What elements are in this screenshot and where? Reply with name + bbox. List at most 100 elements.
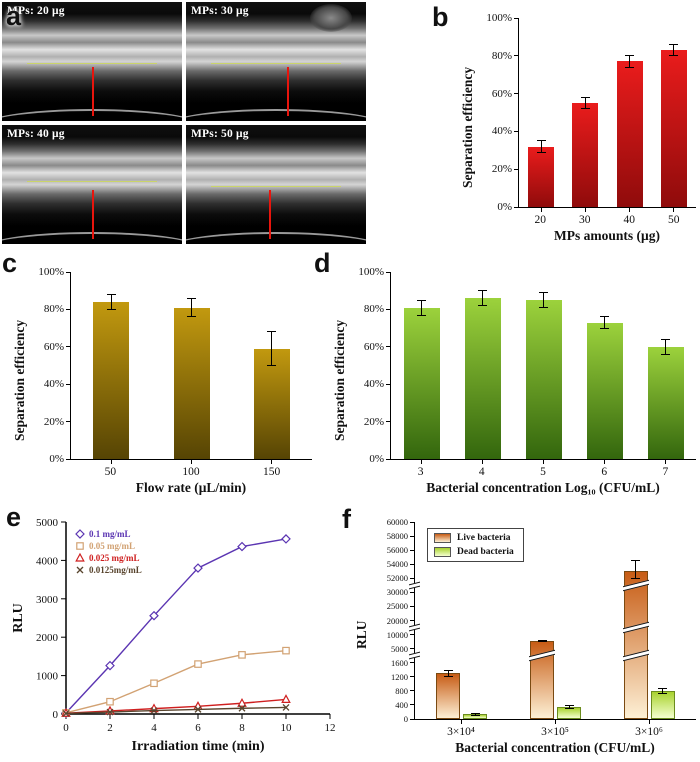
x-tick-mark xyxy=(673,207,675,212)
y-tick-mark xyxy=(410,591,415,593)
plot-area: 0% 20% 40% 60% 80% 100% xyxy=(358,266,696,465)
x-tick-label: 3×10⁶ xyxy=(635,726,663,738)
y-axis-title: RLU xyxy=(354,620,369,650)
chart-main: 0% 20% 40% 60% 80% 100% 20 30 40 50 MPs amounts (μ… xyxy=(478,8,696,246)
series-line xyxy=(65,649,287,714)
marker-x xyxy=(282,704,290,711)
y-tick-label: 40% xyxy=(491,125,512,138)
y-tick-mark xyxy=(410,620,415,621)
error-cap xyxy=(658,687,668,689)
y-axis-title: Separation efficiency xyxy=(12,319,27,441)
error-bar xyxy=(474,713,476,716)
error-cap xyxy=(661,353,670,355)
x-tick-label: 7 xyxy=(662,466,669,478)
y-tick-mark xyxy=(410,577,415,579)
marker-x xyxy=(62,709,70,717)
marker-triangle xyxy=(237,697,247,707)
marker-diamond xyxy=(193,563,203,573)
error-cap xyxy=(417,314,426,316)
y-tick-label: 100% xyxy=(38,266,64,278)
marker-square xyxy=(106,697,114,706)
error-bar xyxy=(604,316,605,329)
error-cap xyxy=(470,715,480,717)
x-tick-label: 8 xyxy=(239,722,245,734)
y-axis-title: RLU xyxy=(11,603,26,633)
micrograph-mps-40: MPs: 40 μg xyxy=(2,125,182,244)
y-tick-label: 30000 xyxy=(386,587,408,598)
y-tick-label: 0 xyxy=(53,709,59,721)
y-axis-title: Separation efficiency xyxy=(460,66,475,188)
marker-x xyxy=(238,704,246,712)
y-tick-mark xyxy=(410,662,415,664)
axis-break-mark xyxy=(409,623,420,632)
y-tick-label: 5000 xyxy=(391,643,408,654)
y-tick-label: 100% xyxy=(358,266,384,278)
legend-label: Live bacteria xyxy=(457,533,511,543)
c-bar-chart: Separation efficiency 0% 20% 40% 60% 80% 100% 5… xyxy=(10,262,312,498)
y-tick-mark xyxy=(514,55,519,57)
marker-x xyxy=(194,705,202,713)
y-tick-label: 0% xyxy=(49,453,64,465)
y-tick-mark xyxy=(514,130,519,132)
error-cap xyxy=(600,316,609,318)
x-tick-mark xyxy=(191,459,192,464)
error-cap xyxy=(537,641,547,642)
y-tick-label: 54000 xyxy=(386,559,408,570)
series-line xyxy=(65,706,287,715)
y-tick-label: 60% xyxy=(491,87,512,100)
y-tick-label: 3000 xyxy=(36,594,59,606)
legend-item: Live bacteria xyxy=(434,533,514,543)
x-tick-label: 5 xyxy=(540,466,546,478)
y-tick-mark xyxy=(386,383,391,385)
x-axis-title: Flow rate (μL/min) xyxy=(135,480,247,495)
f-grouped-bar-chart: RLU 0 400 800 1200 1600 5000 10000 20000 25000 300… xyxy=(352,512,696,758)
y-tick-mark xyxy=(66,346,71,348)
x-tick-label: 40 xyxy=(623,214,636,226)
y-tick-mark xyxy=(386,346,391,348)
x-tick-label: 20 xyxy=(534,214,547,226)
y-tick-mark xyxy=(410,704,415,706)
y-tick-mark xyxy=(66,458,71,460)
error-bar xyxy=(191,298,192,317)
y-tick-label: 0% xyxy=(369,453,384,465)
error-bar xyxy=(447,670,449,677)
y-tick-label: 80% xyxy=(363,303,384,316)
y-tick-label: 5000 xyxy=(36,517,59,529)
line-chart-svg: 0 1000 2000 3000 4000 5000 0 2 4 6 8 10 12 RLU Irradia… xyxy=(11,517,336,754)
legend-label: 0.025 mg/mL xyxy=(89,553,140,563)
x-tick-mark xyxy=(271,459,273,464)
marker-square xyxy=(150,679,158,688)
y-tick-label: 56000 xyxy=(386,545,408,556)
y-tick-mark xyxy=(514,93,519,95)
chart-separation-vs-mps-amount: Separation efficiency 0% 20% 40% 60% 80% 100% 2… xyxy=(458,8,696,246)
x-tick-labels: 20 30 40 50 xyxy=(518,208,696,226)
bar-30 xyxy=(572,103,599,207)
x-axis-title: Bacterial concentration Log₁₀ (CFU/mL) xyxy=(426,480,660,495)
marker-x xyxy=(106,708,114,716)
x-tick-mark xyxy=(584,207,586,212)
marker-line xyxy=(286,67,289,117)
x-tick-label: 0 xyxy=(63,722,69,734)
y-tick-mark xyxy=(410,676,415,678)
error-cap xyxy=(536,151,546,153)
error-cap xyxy=(661,338,670,340)
y-tick-mark xyxy=(66,308,71,310)
x-tick-label: 50 xyxy=(668,214,680,226)
error-cap xyxy=(631,578,641,580)
micrograph-label: MPs: 20 μg xyxy=(7,5,65,17)
bar-50 xyxy=(660,50,687,207)
y-tick-label: 40% xyxy=(363,378,384,391)
marker-triangle xyxy=(281,694,291,704)
marker-square xyxy=(282,646,290,655)
y-tick-mark xyxy=(514,17,519,19)
x-axis-title: Irradiation time (min) xyxy=(132,739,265,754)
y-tick-label: 800 xyxy=(395,685,408,696)
y-tick-label: 20% xyxy=(491,163,512,176)
error-cap xyxy=(106,308,116,310)
series-line xyxy=(65,538,287,714)
y-tick-label: 58000 xyxy=(386,531,408,542)
error-cap xyxy=(658,692,668,694)
panel-letter-c: c xyxy=(2,248,18,278)
series-line xyxy=(65,698,287,714)
y-tick-label: 80% xyxy=(43,303,64,316)
